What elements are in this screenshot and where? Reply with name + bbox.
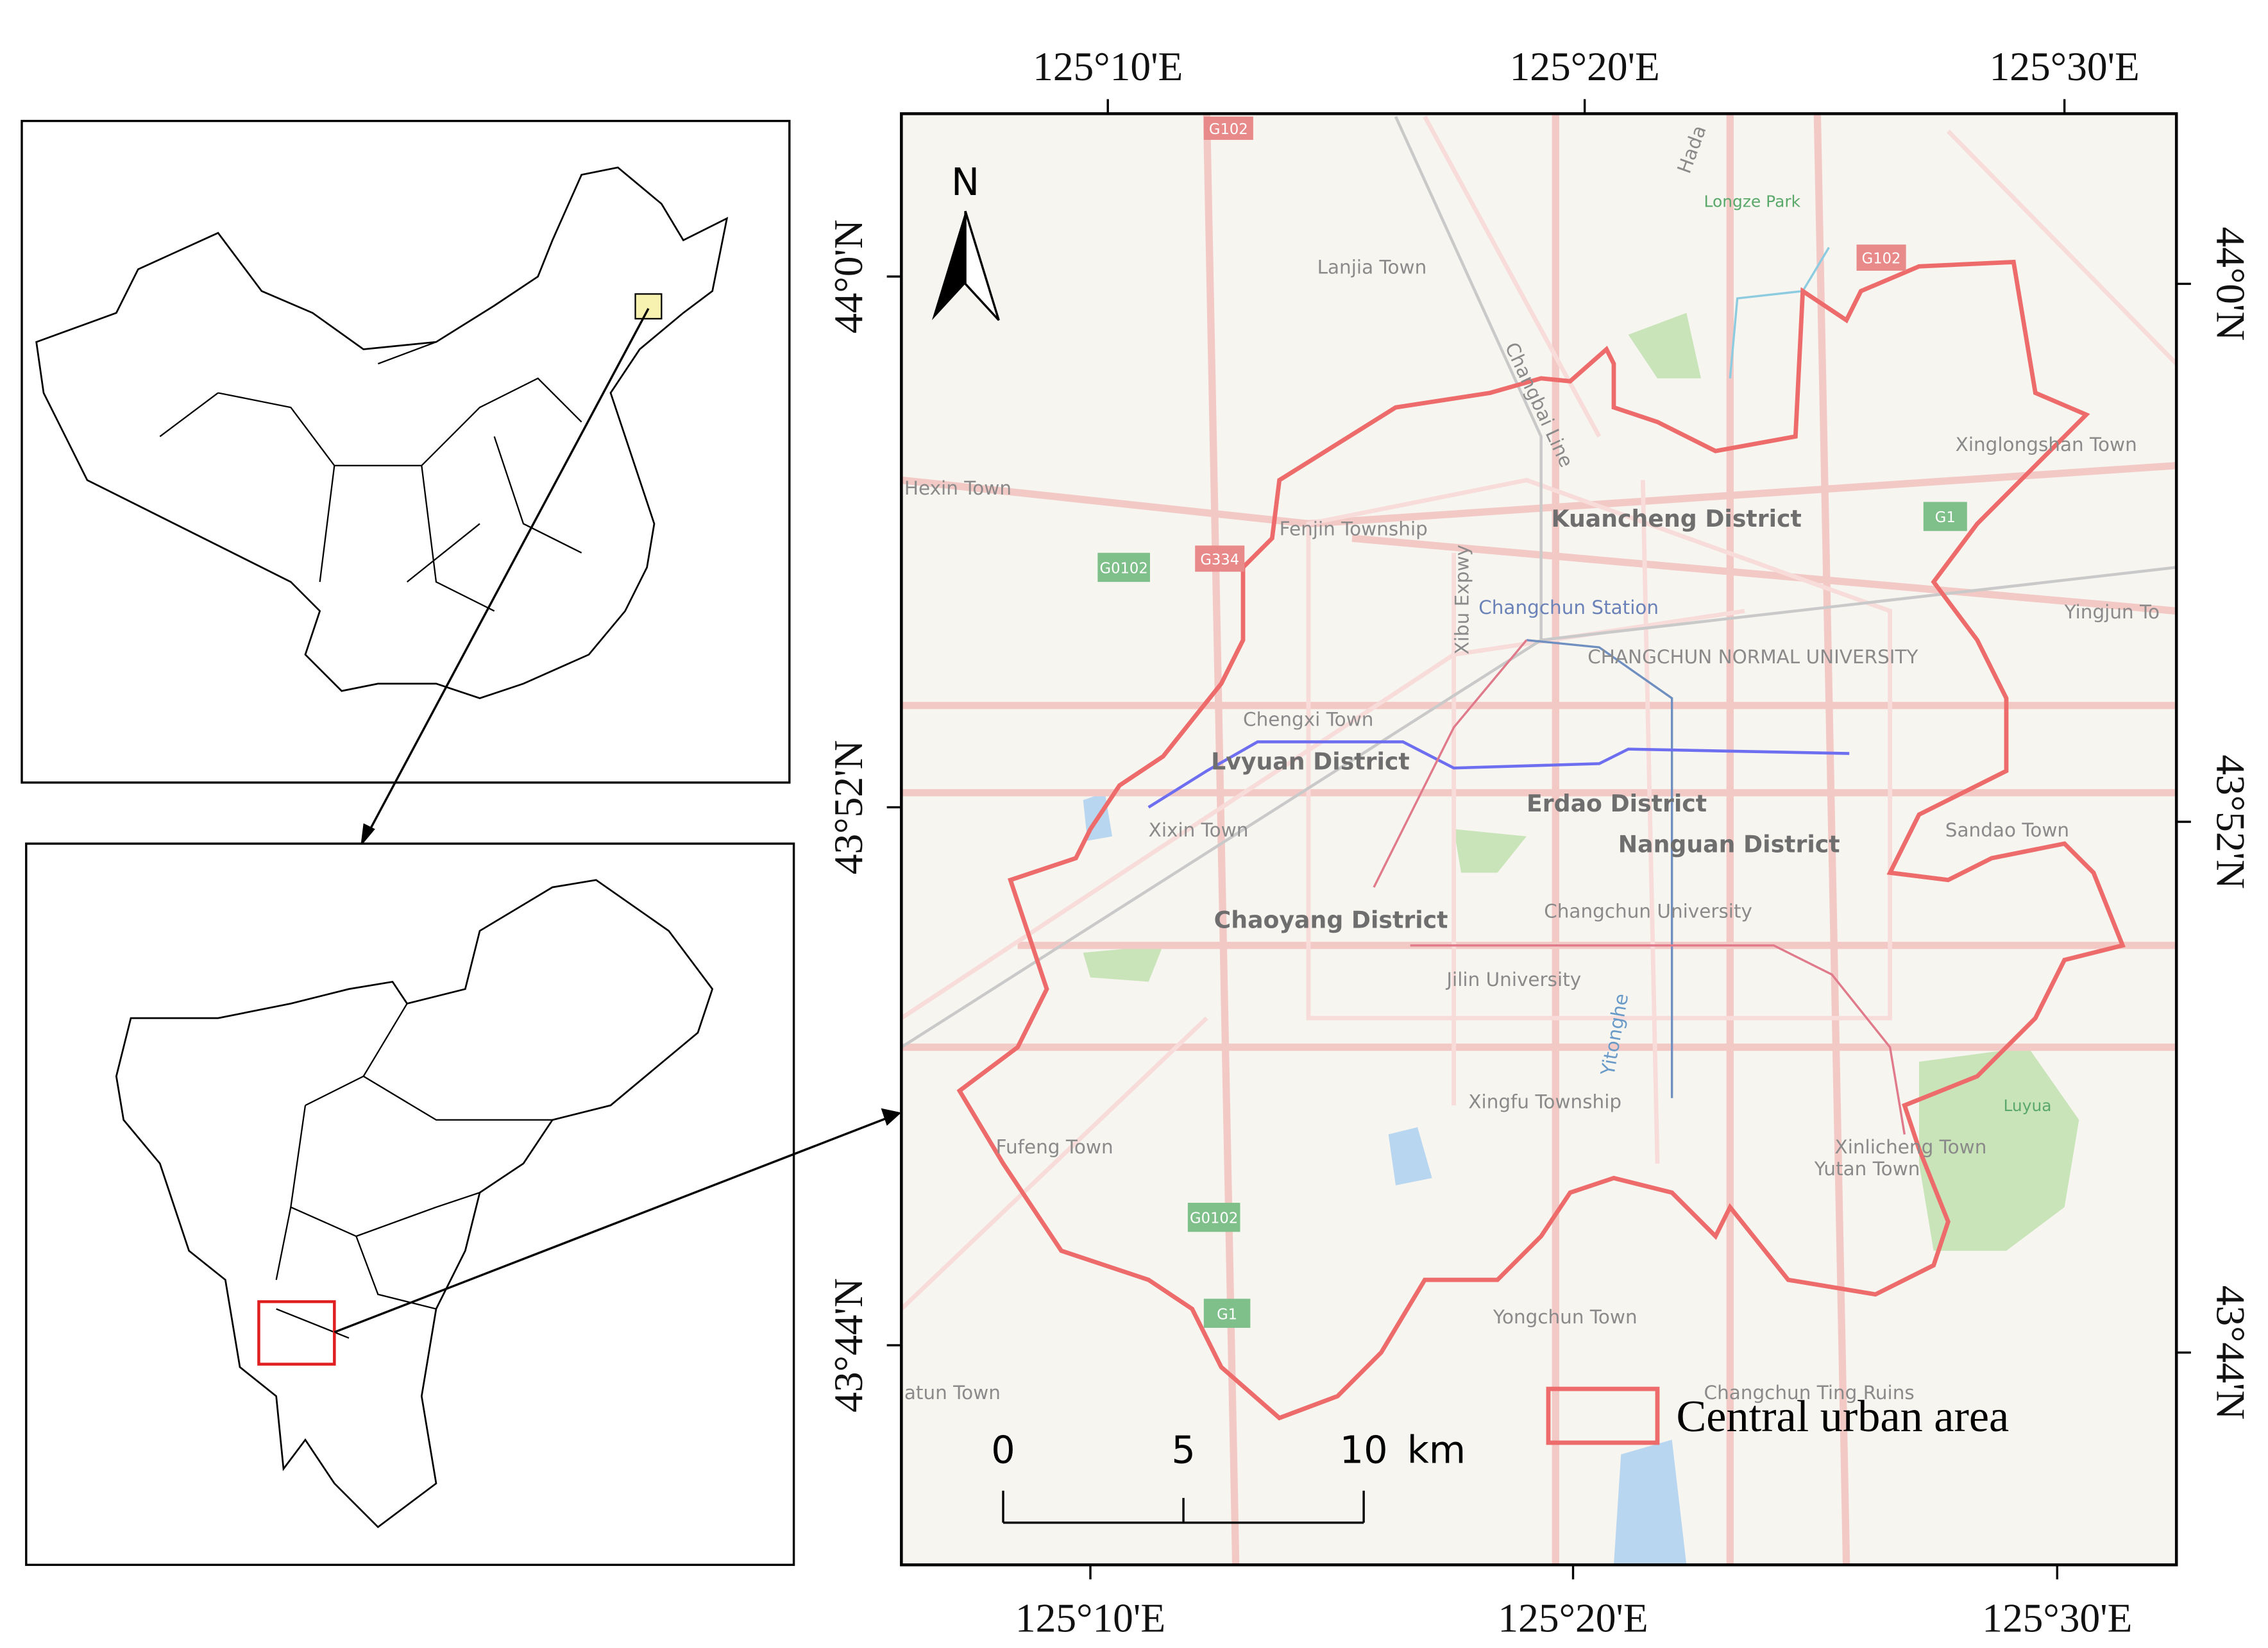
map-background [901,114,2177,1565]
north-label: N [951,160,979,204]
china-panel [21,119,791,784]
longitude-label: 125°20'E [1510,44,1660,89]
railways [901,115,2177,1049]
place-label: Yongchun Town [1493,1306,1638,1328]
place-label: Sandao Town [1945,819,2069,841]
arrow [365,308,650,837]
longitude-label: 125°30'E [1990,44,2140,89]
longitude-label: 125°20'E [1498,1595,1648,1641]
district-label: Erdao District [1527,790,1707,817]
shield [1203,1298,1251,1328]
place-label: Changchun Station [1478,597,1659,618]
china-outline [35,166,729,699]
shield [1856,244,1906,271]
north-arrow [931,211,966,321]
shield [1203,116,1253,140]
shield [1923,502,1967,531]
shield-label: G0102 [1100,560,1148,577]
shield [1187,1202,1240,1232]
water [1083,792,1687,1565]
legend-label: Central urban area [1676,1391,2009,1441]
place-label: Luyua [2003,1096,2051,1115]
map-frame [900,112,2178,1567]
place-label: Yingjun To [2064,601,2160,623]
metro-line [1526,639,1673,1098]
place-label: Fenjin Township [1280,518,1428,540]
metro-line-red [1373,639,1906,1135]
central-urban-boundary [956,259,2126,1421]
shield-label: G334 [1200,552,1239,568]
longitude-label: 125°30'E [1982,1595,2132,1641]
place-label: Xinglongshan Town [1956,434,2137,455]
place-label: Hexin Town [904,477,1011,499]
jilin-panel [25,842,795,1567]
north-arrow [964,210,1000,321]
district-label: Lvyuan District [1211,748,1410,776]
changchun-locator [257,1300,336,1366]
map-layers [899,114,2178,1565]
jilin-outline [115,879,714,1529]
shield-label: G1 [1935,509,1956,526]
arrow-head [881,1108,902,1126]
place-label: Changchun Ting Ruins [1704,1382,1915,1404]
metro-line-blue [1147,740,1850,809]
scale-label: 0 [991,1428,1015,1472]
scale-label: 5 [1171,1428,1196,1472]
graticule-ticks [886,99,2191,1580]
shield-label: G102 [1862,251,1901,268]
place-label: Jilin University [1445,969,1581,990]
place-label: atun Town [904,1382,1001,1404]
shield-label: G1 [1217,1306,1237,1323]
latitude-label: 43°44'N [2208,1286,2254,1420]
parks [1083,312,2079,1251]
place-label: Xinlicheng Town [1835,1136,1987,1158]
scale-label: 10 [1340,1428,1388,1472]
place-label: Changchun University [1544,901,1752,922]
place-label: Lanjia Town [1317,257,1427,278]
latitude-label: 43°44'N [825,1278,871,1413]
jilin-locator [634,293,663,319]
longitude-label: 125°10'E [1033,44,1183,89]
arrow [334,1116,890,1334]
longitude-label: 125°10'E [1015,1595,1165,1641]
legend-swatch [1546,1386,1660,1445]
shield [1097,552,1150,582]
road-shields: G102 G102 G334 G0102 G1 G0102 G1 [1097,116,1967,1328]
place-label: Xingfu Township [1468,1091,1621,1113]
place-label: CHANGCHUN NORMAL UNIVERSITY [1587,646,1918,668]
river-line [1729,246,1830,378]
place-label: Chengxi Town [1243,709,1373,731]
latitude-label: 44°0'N [2208,227,2254,341]
shield-label: G0102 [1190,1211,1238,1227]
province-lines [159,341,582,612]
arrow-head [360,823,375,847]
latitude-label: 44°0'N [825,219,871,334]
shield-label: G102 [1209,121,1248,138]
place-label: Fufeng Town [996,1136,1113,1158]
district-label: Nanguan District [1618,831,1840,858]
shield [1195,545,1245,572]
minor-roads [899,115,2178,1311]
scale-bar [1002,1490,1365,1524]
latitude-label: 43°52'N [2208,754,2254,889]
prefecture-lines [275,1003,553,1339]
district-label: Kuancheng District [1552,505,1802,532]
place-label: Yutan Town [1814,1158,1920,1180]
latitude-label: 43°52'N [825,740,871,875]
place-label: Xixin Town [1149,819,1249,841]
district-label: Chaoyang District [1214,906,1448,934]
scale-unit: km [1407,1428,1466,1472]
place-label: Longze Park [1704,192,1801,210]
place-label: Xibu Expwy [1451,545,1473,654]
